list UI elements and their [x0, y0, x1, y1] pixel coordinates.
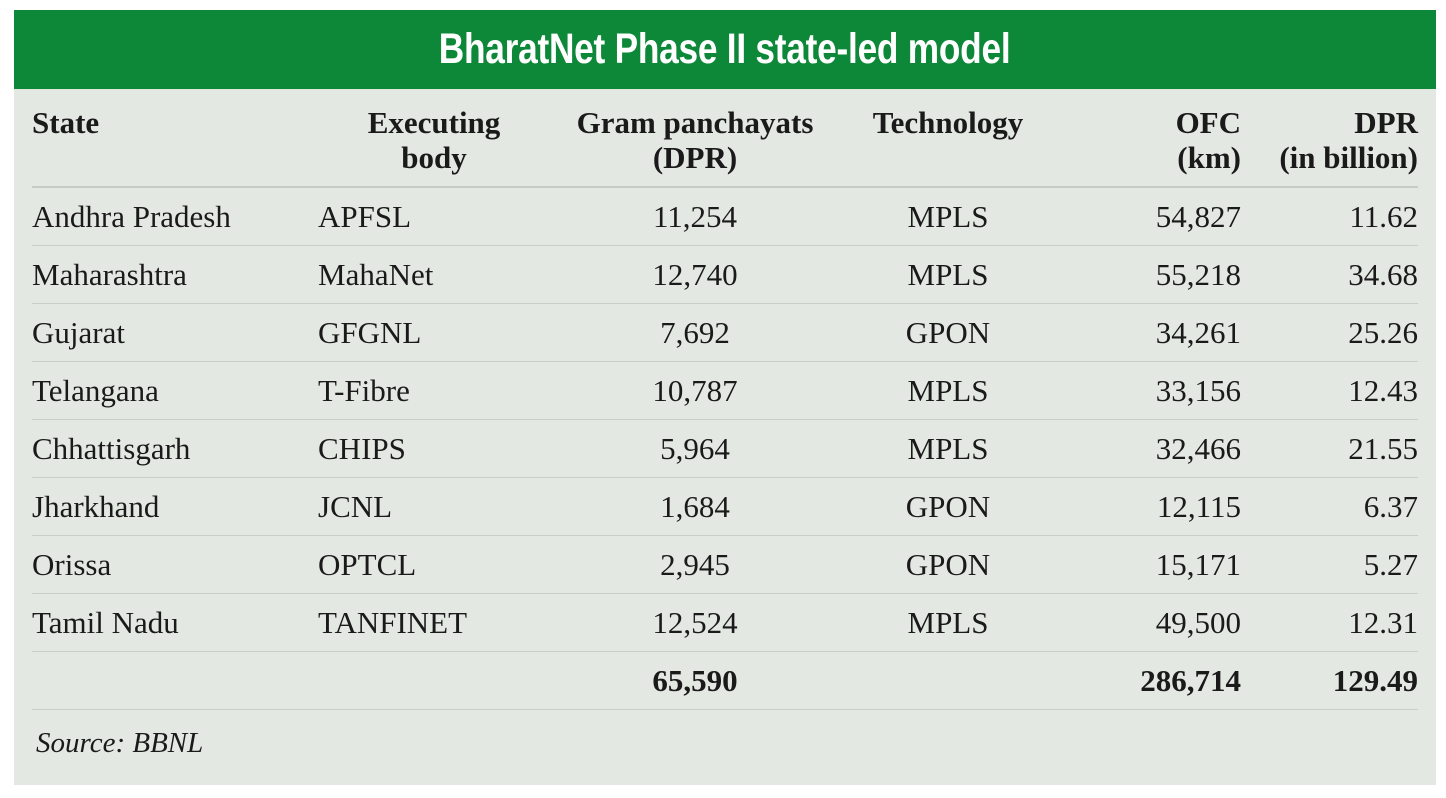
cell-ofc: 49,500 — [1056, 593, 1241, 653]
column-header-executing-body-line2: body — [401, 140, 467, 176]
column-header-dpr-line2: (in billion) — [1279, 140, 1418, 176]
column-header-technology-line1: Technology — [872, 105, 1024, 140]
cell-executing-body: OPTCL — [318, 535, 550, 595]
cell-dpr: 34.68 — [1241, 245, 1418, 305]
cell-total-dpr: 129.49 — [1241, 651, 1418, 711]
cell-dpr: 6.37 — [1241, 477, 1418, 537]
table-row: Maharashtra MahaNet 12,740 MPLS 55,218 3… — [32, 245, 1418, 305]
table-row: Orissa OPTCL 2,945 GPON 15,171 5.27 — [32, 535, 1418, 595]
cell-gram-panchayats: 2,945 — [550, 535, 840, 595]
table-totals-row: 65,590 286,714 129.49 — [32, 651, 1418, 711]
column-header-ofc: OFC (km) — [1056, 89, 1241, 189]
column-header-executing-body: Executing body — [318, 89, 550, 189]
cell-ofc: 12,115 — [1056, 477, 1241, 537]
cell-dpr: 5.27 — [1241, 535, 1418, 595]
table-row: Gujarat GFGNL 7,692 GPON 34,261 25.26 — [32, 303, 1418, 363]
cell-executing-body: MahaNet — [318, 245, 550, 305]
cell-technology: GPON — [840, 535, 1056, 595]
cell-executing-body: TANFINET — [318, 593, 550, 653]
column-header-executing-body-line1: Executing — [367, 105, 501, 140]
cell-ofc: 54,827 — [1056, 187, 1241, 247]
figure-header-banner: BharatNet Phase II state-led model — [14, 10, 1436, 89]
column-header-ofc-line1: OFC — [1175, 105, 1241, 140]
figure-title: BharatNet Phase II state-led model — [439, 25, 1011, 73]
cell-ofc: 55,218 — [1056, 245, 1241, 305]
cell-ofc: 33,156 — [1056, 361, 1241, 421]
cell-state: Jharkhand — [32, 477, 318, 537]
cell-executing-body: CHIPS — [318, 419, 550, 479]
cell-total-ofc: 286,714 — [1056, 651, 1241, 711]
cell-state: Orissa — [32, 535, 318, 595]
cell-total-gram-panchayats: 65,590 — [550, 651, 840, 711]
cell-gram-panchayats: 10,787 — [550, 361, 840, 421]
cell-state: Gujarat — [32, 303, 318, 363]
cell-state: Chhattisgarh — [32, 419, 318, 479]
cell-gram-panchayats: 5,964 — [550, 419, 840, 479]
cell-total-technology — [840, 651, 1056, 711]
cell-gram-panchayats: 11,254 — [550, 187, 840, 247]
cell-gram-panchayats: 1,684 — [550, 477, 840, 537]
table-figure: BharatNet Phase II state-led model State… — [14, 10, 1436, 785]
column-header-state-line1: State — [32, 105, 100, 140]
column-header-gram-panchayats-line1: Gram panchayats — [576, 105, 814, 140]
cell-technology: GPON — [840, 303, 1056, 363]
cell-executing-body: APFSL — [318, 187, 550, 247]
column-header-dpr-line1: DPR — [1354, 105, 1418, 140]
column-header-ofc-line2: (km) — [1177, 140, 1241, 176]
cell-gram-panchayats: 7,692 — [550, 303, 840, 363]
column-header-technology: Technology — [840, 89, 1056, 189]
column-header-dpr: DPR (in billion) — [1241, 89, 1418, 189]
cell-technology: MPLS — [840, 593, 1056, 653]
cell-ofc: 15,171 — [1056, 535, 1241, 595]
cell-technology: GPON — [840, 477, 1056, 537]
cell-total-state — [32, 651, 318, 711]
cell-dpr: 25.26 — [1241, 303, 1418, 363]
table-container: State Executing body Gram panchayats (DP… — [14, 89, 1436, 711]
cell-total-executing-body — [318, 651, 550, 711]
cell-state: Telangana — [32, 361, 318, 421]
bharatnet-phase2-table: State Executing body Gram panchayats (DP… — [32, 89, 1418, 711]
cell-dpr: 21.55 — [1241, 419, 1418, 479]
source-note: Source: BBNL — [36, 727, 204, 760]
cell-ofc: 34,261 — [1056, 303, 1241, 363]
table-row: Jharkhand JCNL 1,684 GPON 12,115 6.37 — [32, 477, 1418, 537]
cell-technology: MPLS — [840, 245, 1056, 305]
table-row: Tamil Nadu TANFINET 12,524 MPLS 49,500 1… — [32, 593, 1418, 653]
cell-technology: MPLS — [840, 419, 1056, 479]
cell-gram-panchayats: 12,524 — [550, 593, 840, 653]
cell-gram-panchayats: 12,740 — [550, 245, 840, 305]
table-row: Andhra Pradesh APFSL 11,254 MPLS 54,827 … — [32, 187, 1418, 247]
cell-executing-body: GFGNL — [318, 303, 550, 363]
cell-executing-body: JCNL — [318, 477, 550, 537]
cell-dpr: 12.31 — [1241, 593, 1418, 653]
column-header-gram-panchayats-line2: (DPR) — [652, 140, 738, 176]
cell-state: Maharashtra — [32, 245, 318, 305]
table-header-row: State Executing body Gram panchayats (DP… — [32, 89, 1418, 189]
cell-executing-body: T-Fibre — [318, 361, 550, 421]
table-body: Andhra Pradesh APFSL 11,254 MPLS 54,827 … — [32, 187, 1418, 711]
cell-technology: MPLS — [840, 361, 1056, 421]
column-header-gram-panchayats: Gram panchayats (DPR) — [550, 89, 840, 189]
cell-dpr: 11.62 — [1241, 187, 1418, 247]
cell-state: Tamil Nadu — [32, 593, 318, 653]
cell-ofc: 32,466 — [1056, 419, 1241, 479]
cell-technology: MPLS — [840, 187, 1056, 247]
table-row: Chhattisgarh CHIPS 5,964 MPLS 32,466 21.… — [32, 419, 1418, 479]
cell-dpr: 12.43 — [1241, 361, 1418, 421]
table-row: Telangana T-Fibre 10,787 MPLS 33,156 12.… — [32, 361, 1418, 421]
column-header-state: State — [32, 89, 318, 189]
cell-state: Andhra Pradesh — [32, 187, 318, 247]
